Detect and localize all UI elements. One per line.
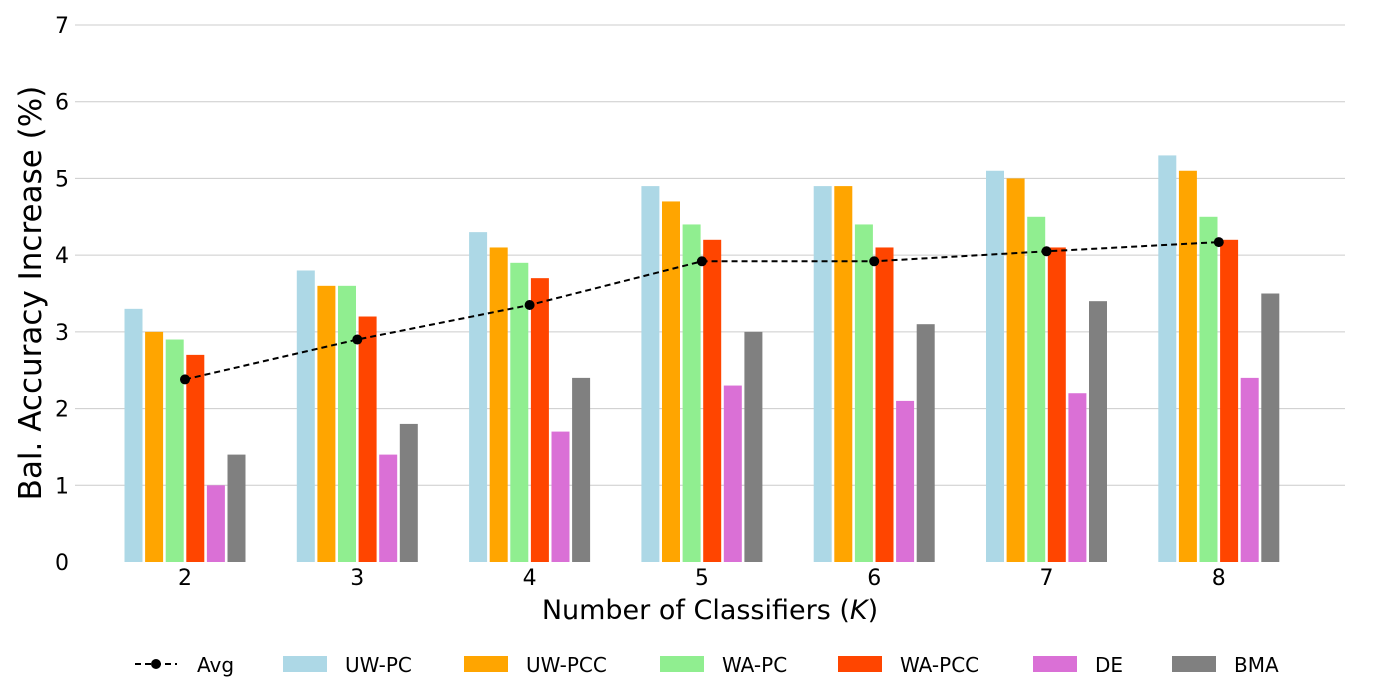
legend-swatch xyxy=(1172,656,1216,672)
legend-swatch xyxy=(464,656,508,672)
bar xyxy=(469,232,488,562)
y-axis-label: Bal. Accuracy Increase (%) xyxy=(13,86,49,501)
x-tick-label: 4 xyxy=(523,566,537,591)
y-tick-label: 6 xyxy=(55,91,69,116)
y-tick-label: 5 xyxy=(55,167,69,192)
bar xyxy=(358,316,377,562)
y-tick-label: 1 xyxy=(55,474,69,499)
bar xyxy=(834,186,853,562)
legend-label: UW-PC xyxy=(345,653,412,677)
x-tick-labels: 2 3 4 5 6 7 8 xyxy=(178,566,1226,591)
bar xyxy=(986,170,1004,562)
bar xyxy=(896,400,915,562)
bar xyxy=(1261,293,1280,562)
bar xyxy=(703,239,722,563)
bar xyxy=(530,278,549,562)
y-tick-label: 4 xyxy=(55,244,69,269)
bar xyxy=(145,331,164,562)
legend-label: BMA xyxy=(1234,653,1279,677)
bar xyxy=(1158,155,1177,562)
bar xyxy=(1047,247,1066,562)
legend-swatch xyxy=(1033,656,1077,672)
bar xyxy=(296,270,315,562)
x-axis-label: Number of Classifiers (K) xyxy=(542,595,878,626)
avg-point xyxy=(696,256,707,267)
bar xyxy=(227,454,246,562)
bar xyxy=(1240,377,1259,562)
bar xyxy=(1006,178,1025,562)
bar xyxy=(1089,301,1107,562)
bar xyxy=(641,186,660,562)
bars xyxy=(124,155,1280,563)
legend: Avg UW-PC UW-PCC WA-PC WA-PCC DE BMA xyxy=(135,653,1279,677)
legend-swatch xyxy=(660,656,704,672)
bar xyxy=(165,339,184,562)
x-tick-label: 5 xyxy=(695,566,709,591)
bar xyxy=(379,454,398,562)
legend-label: DE xyxy=(1095,653,1123,677)
legend-label: WA-PC xyxy=(722,653,787,677)
bar xyxy=(317,285,336,562)
x-tick-label: 8 xyxy=(1212,566,1226,591)
y-tick-label: 2 xyxy=(55,398,69,423)
bar xyxy=(1027,216,1046,563)
bar xyxy=(338,285,356,562)
bar xyxy=(124,308,143,562)
legend-label: UW-PCC xyxy=(526,653,607,677)
legend-label: WA-PCC xyxy=(900,653,979,677)
avg-point xyxy=(1041,246,1052,257)
bar xyxy=(662,201,680,562)
legend-swatch xyxy=(283,656,327,672)
bar xyxy=(551,431,570,562)
bar xyxy=(1068,393,1087,562)
y-tick-labels: 0 1 2 3 4 5 6 7 xyxy=(55,14,69,576)
bar xyxy=(1178,170,1197,562)
bar xyxy=(510,262,529,562)
bar xyxy=(744,331,763,562)
avg-point xyxy=(352,334,363,345)
bar xyxy=(489,247,508,562)
bar xyxy=(682,224,701,562)
bar xyxy=(1199,216,1218,563)
avg-point xyxy=(524,300,535,311)
avg-point xyxy=(1213,237,1224,248)
bar xyxy=(723,385,742,562)
bar xyxy=(206,485,225,562)
bar xyxy=(399,423,418,562)
legend-label: Avg xyxy=(197,653,234,677)
avg-point xyxy=(869,256,880,267)
y-tick-label: 7 xyxy=(55,14,69,39)
bar xyxy=(875,247,894,562)
x-tick-label: 2 xyxy=(178,566,192,591)
avg-line xyxy=(180,237,1224,385)
legend-avg-marker xyxy=(151,659,161,669)
y-tick-label: 3 xyxy=(55,321,69,346)
bar xyxy=(854,224,873,562)
bar xyxy=(1220,239,1239,563)
x-tick-label: 7 xyxy=(1040,566,1054,591)
x-tick-label: 3 xyxy=(350,566,364,591)
legend-swatch xyxy=(838,656,882,672)
bar xyxy=(813,186,832,562)
bar xyxy=(186,354,205,562)
avg-point xyxy=(180,374,190,385)
bar xyxy=(916,324,935,562)
x-tick-label: 6 xyxy=(867,566,881,591)
bar xyxy=(572,377,591,562)
y-tick-label: 0 xyxy=(55,551,69,576)
